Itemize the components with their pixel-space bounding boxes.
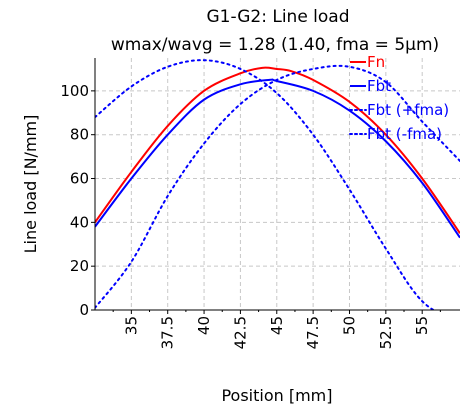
- x-tick-label: 55: [413, 316, 431, 335]
- chart-subtitle: wmax/wavg = 1.28 (1.40, fma = 5µm): [111, 35, 439, 55]
- legend-label: Fbt (+fma): [367, 101, 449, 119]
- legend: Fn Fbt Fbt (+fma) Fbt (-fma): [349, 53, 449, 143]
- y-axis-label: Line load [N/mm]: [21, 115, 40, 254]
- y-tick-label: 100: [60, 82, 89, 100]
- x-axis-label: Position [mm]: [221, 386, 332, 405]
- x-tick-label: 52.5: [377, 316, 395, 349]
- series-line-3: [95, 64, 460, 309]
- x-tick-label: 47.5: [304, 316, 322, 349]
- y-tick-label: 0: [79, 301, 89, 319]
- chart-title: G1-G2: Line load: [206, 7, 349, 27]
- grid: [95, 58, 460, 311]
- legend-label: Fn: [367, 53, 385, 71]
- x-tick-label: 50: [340, 316, 358, 335]
- x-tick-label: 45: [268, 316, 286, 335]
- legend-label: Fbt: [367, 77, 391, 95]
- series-line-2: [95, 78, 460, 239]
- series-line-4: [95, 59, 436, 310]
- legend-label: Fbt (-fma): [367, 125, 442, 143]
- x-tick-label: 35: [122, 316, 140, 335]
- y-tick-label: 60: [70, 170, 89, 188]
- axes: 0 20 40 60 80 100 35 37.5 40 42.5 45 47.5 50 52.5 55: [60, 58, 460, 349]
- x-tick-label: 42.5: [231, 316, 249, 349]
- y-tick-label: 40: [70, 213, 89, 231]
- series-lines: [95, 59, 460, 310]
- y-tick-label: 20: [70, 257, 89, 275]
- series-line-1: [95, 66, 460, 234]
- x-tick-label: 37.5: [159, 316, 177, 349]
- x-tick-label: 40: [195, 316, 213, 335]
- y-tick-label: 80: [70, 126, 89, 144]
